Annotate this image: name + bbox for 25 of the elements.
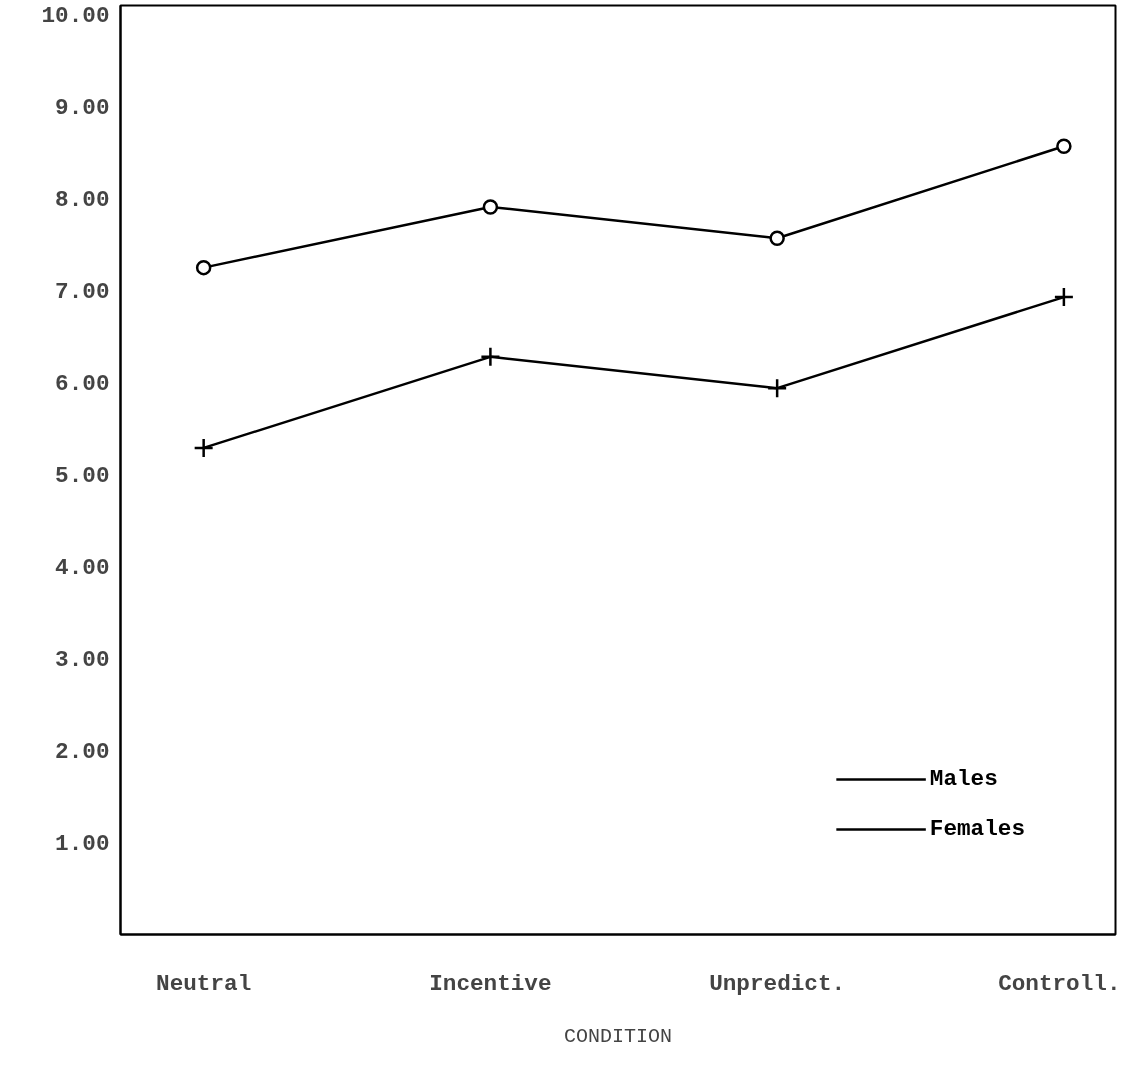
point xyxy=(482,199,499,215)
point xyxy=(1053,286,1075,308)
y-tick-label: 7.00 xyxy=(55,279,110,306)
y-tick-label: 5.00 xyxy=(55,463,110,490)
point xyxy=(769,230,785,246)
y-tick-label: 8.00 xyxy=(55,187,110,214)
point xyxy=(195,259,212,276)
point xyxy=(480,346,501,368)
y-tick-label: 2.00 xyxy=(55,739,110,766)
legend-label: Males xyxy=(929,766,998,792)
point xyxy=(193,437,214,459)
x-tick-label: Unpredict. xyxy=(709,970,846,997)
y-tick-label: 10.00 xyxy=(41,3,110,30)
point xyxy=(766,377,788,399)
y-tick-label: 6.00 xyxy=(55,371,110,398)
y-tick-label: 9.00 xyxy=(55,95,110,122)
x-tick-label: Incentive xyxy=(429,970,552,997)
point xyxy=(1056,138,1072,154)
x-axis-title: CONDITION xyxy=(563,1024,673,1048)
x-tick-label: Controll. xyxy=(998,970,1121,997)
y-tick-label: 3.00 xyxy=(55,647,110,674)
legend-label: Females xyxy=(929,816,1025,842)
y-tick-label: 1.00 xyxy=(55,831,110,858)
y-tick-label: 4.00 xyxy=(55,555,110,582)
x-tick-label: Neutral xyxy=(156,970,252,997)
